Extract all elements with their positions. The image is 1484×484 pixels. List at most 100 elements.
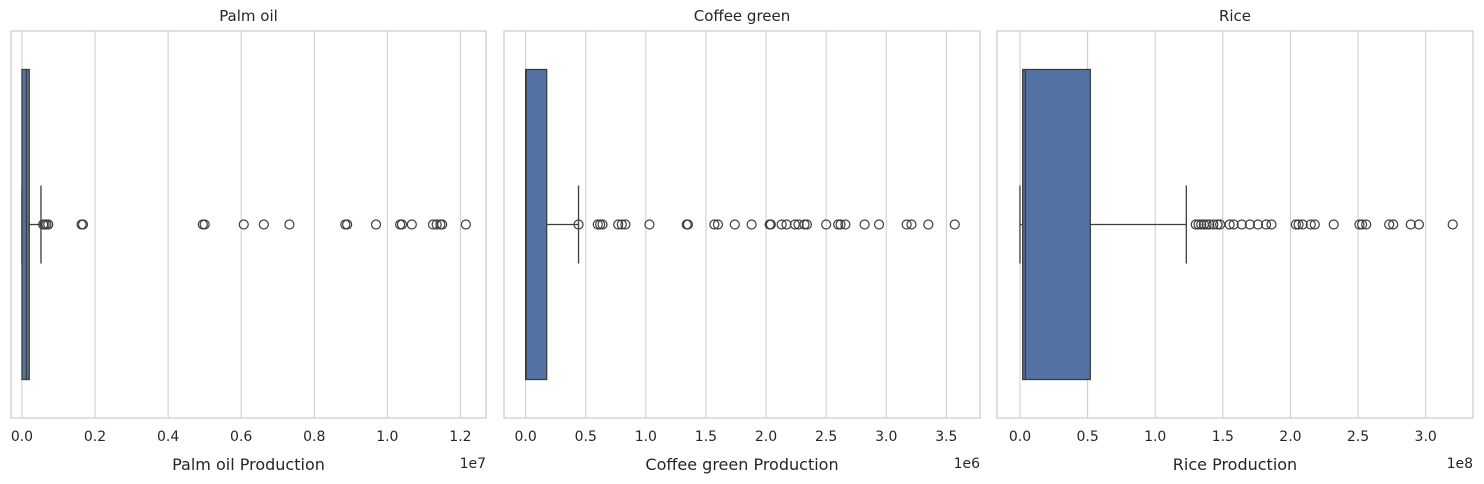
outlier-point <box>613 219 624 230</box>
outlier-point <box>1293 219 1304 230</box>
outlier-point <box>1361 219 1372 230</box>
outlier-point <box>43 219 54 230</box>
x-tick-label: 1.5 <box>1212 429 1234 445</box>
outlier-point <box>573 219 584 230</box>
outlier-point <box>729 219 740 230</box>
outlier-point <box>396 219 408 230</box>
outlier-point <box>1328 219 1339 230</box>
axis-offset-label: 1e7 <box>460 456 486 472</box>
x-tick-label: 1.5 <box>695 429 717 445</box>
x-tick-label: 0.2 <box>84 429 106 445</box>
x-tick-label: 1.0 <box>635 429 657 445</box>
outlier-point <box>616 219 627 230</box>
outlier-point <box>746 219 757 230</box>
x-tick-label: 2.5 <box>1347 429 1369 445</box>
axes-frame <box>503 30 981 419</box>
outlier-point <box>431 219 442 230</box>
x-tick-label: 2.0 <box>755 429 777 445</box>
outlier-point <box>1447 219 1458 230</box>
outlier-point <box>789 219 800 230</box>
iqr-box <box>1022 68 1091 381</box>
outlier-point <box>370 219 382 230</box>
outlier-point <box>1405 219 1416 230</box>
x-axis-label: Rice Production <box>1173 455 1297 474</box>
outlier-point <box>1204 219 1215 230</box>
outlier-point <box>1357 219 1368 230</box>
outlier-point <box>406 219 417 230</box>
x-tick-label: 0.5 <box>575 429 597 445</box>
subplot-2: 0.0 0.5 1.0 1.5 2.0 2.5 3.0 3.5 Coffee green Coff… <box>503 7 981 474</box>
subplot-title: Coffee green <box>694 7 791 25</box>
outlier-point <box>949 219 960 230</box>
outlier-point <box>1196 219 1207 230</box>
outlier-point <box>801 219 813 230</box>
x-tick-label: 2.5 <box>815 429 837 445</box>
x-tick-label: 0.6 <box>230 429 252 445</box>
outlier-point <box>1388 219 1399 230</box>
outlier-point <box>1261 219 1272 230</box>
outlier-point <box>833 219 844 230</box>
outlier-point <box>840 219 851 230</box>
outlier-point <box>906 219 917 230</box>
x-tick-label: 2.0 <box>1279 429 1301 445</box>
outlier-point <box>1244 219 1255 230</box>
outlier-point <box>258 219 269 230</box>
outlier-point <box>437 219 448 230</box>
outlier-point <box>644 219 655 230</box>
iqr-box <box>21 68 30 381</box>
axes-frame <box>996 30 1474 419</box>
x-axis-label: Coffee green Production <box>645 455 838 474</box>
x-tick-label: 3.0 <box>1415 429 1437 445</box>
outlier-point <box>284 219 295 230</box>
outlier-point <box>799 219 810 230</box>
outlier-point <box>1212 219 1223 230</box>
outlier-point <box>835 219 846 230</box>
outlier-point <box>1228 219 1239 230</box>
x-tick-label: 0.0 <box>515 429 537 445</box>
outlier-point <box>1354 219 1365 230</box>
outlier-point <box>901 219 912 230</box>
outlier-point <box>620 219 631 230</box>
x-tick-label: 3.0 <box>875 429 897 445</box>
x-tick-label: 1.2 <box>449 429 471 445</box>
outlier-point <box>873 219 885 230</box>
outlier-point <box>1193 219 1204 230</box>
x-tick-label: 0.8 <box>303 429 325 445</box>
outlier-point <box>776 219 787 230</box>
outlier-point <box>765 219 776 230</box>
outlier-point <box>1297 219 1308 230</box>
x-tick-label: 0.4 <box>157 429 179 445</box>
subplot-title: Palm oil <box>219 7 278 25</box>
subplot-3: 0.0 0.5 1.0 1.5 2.0 2.5 3.0 Rice Rice Production… <box>996 7 1474 474</box>
iqr-box <box>524 68 548 381</box>
x-tick-label: 1.0 <box>376 429 398 445</box>
outlier-point <box>460 219 472 230</box>
outlier-point <box>1190 219 1201 230</box>
outlier-point <box>1266 219 1277 230</box>
x-tick-label: 0.5 <box>1076 429 1098 445</box>
x-tick-label: 0.0 <box>11 429 33 445</box>
axis-offset-label: 1e8 <box>1447 456 1473 472</box>
outlier-point <box>77 219 89 230</box>
outlier-point <box>238 219 249 230</box>
outlier-point <box>821 219 832 230</box>
outlier-point <box>1208 219 1219 230</box>
outlier-point <box>1413 219 1425 230</box>
outlier-point <box>1236 219 1247 230</box>
outlier-point <box>1290 219 1301 230</box>
subplot-title: Rice <box>1219 7 1251 25</box>
outlier-point <box>199 219 210 230</box>
outlier-point <box>712 219 724 230</box>
outlier-point <box>1384 219 1395 230</box>
outlier-point <box>1224 219 1235 230</box>
outlier-point <box>597 219 608 230</box>
outlier-point <box>923 219 934 230</box>
outlier-point <box>595 219 606 230</box>
subplot-1: 0.0 0.2 0.4 0.6 0.8 1.0 1.2 Palm oil Palm oil Pr… <box>10 7 487 474</box>
x-tick-label: 3.5 <box>935 429 957 445</box>
x-tick-label: 0.0 <box>1009 429 1031 445</box>
axes-frame <box>10 30 487 419</box>
outlier-point <box>682 219 694 230</box>
outlier-point <box>859 219 870 230</box>
